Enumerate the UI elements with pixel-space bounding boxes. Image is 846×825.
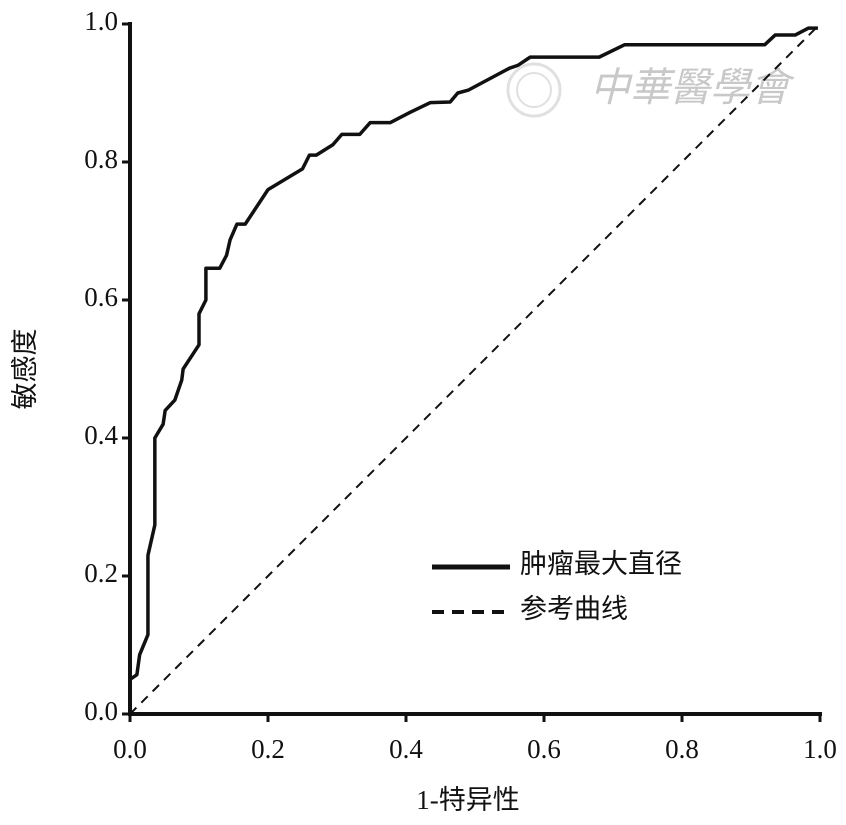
y-tick-label: 0.6 — [84, 282, 118, 312]
y-tick-label: 1.0 — [84, 6, 118, 36]
y-tick-label: 0.0 — [84, 696, 118, 726]
legend-label: 肿瘤最大直径 — [520, 549, 682, 579]
series-line — [128, 26, 818, 714]
y-tick-label: 0.2 — [84, 558, 118, 588]
watermark: 中華醫學會 — [590, 65, 795, 110]
x-tick-label: 0.2 — [251, 734, 285, 764]
x-tick-label: 1.0 — [803, 734, 837, 764]
x-axis-label: 1-特异性 — [416, 785, 520, 815]
x-tick-label: 0.4 — [389, 734, 423, 764]
y-tick-label: 0.8 — [84, 144, 118, 174]
y-axis-label: 敏感度 — [10, 329, 40, 410]
x-tick-label: 0.8 — [665, 734, 699, 764]
legend-label: 参考曲线 — [520, 594, 628, 624]
x-tick-label: 0.0 — [113, 734, 147, 764]
y-tick-label: 0.4 — [84, 420, 118, 450]
series-line — [129, 23, 821, 715]
x-tick-label: 0.6 — [527, 734, 561, 764]
watermark-logo — [506, 62, 562, 118]
